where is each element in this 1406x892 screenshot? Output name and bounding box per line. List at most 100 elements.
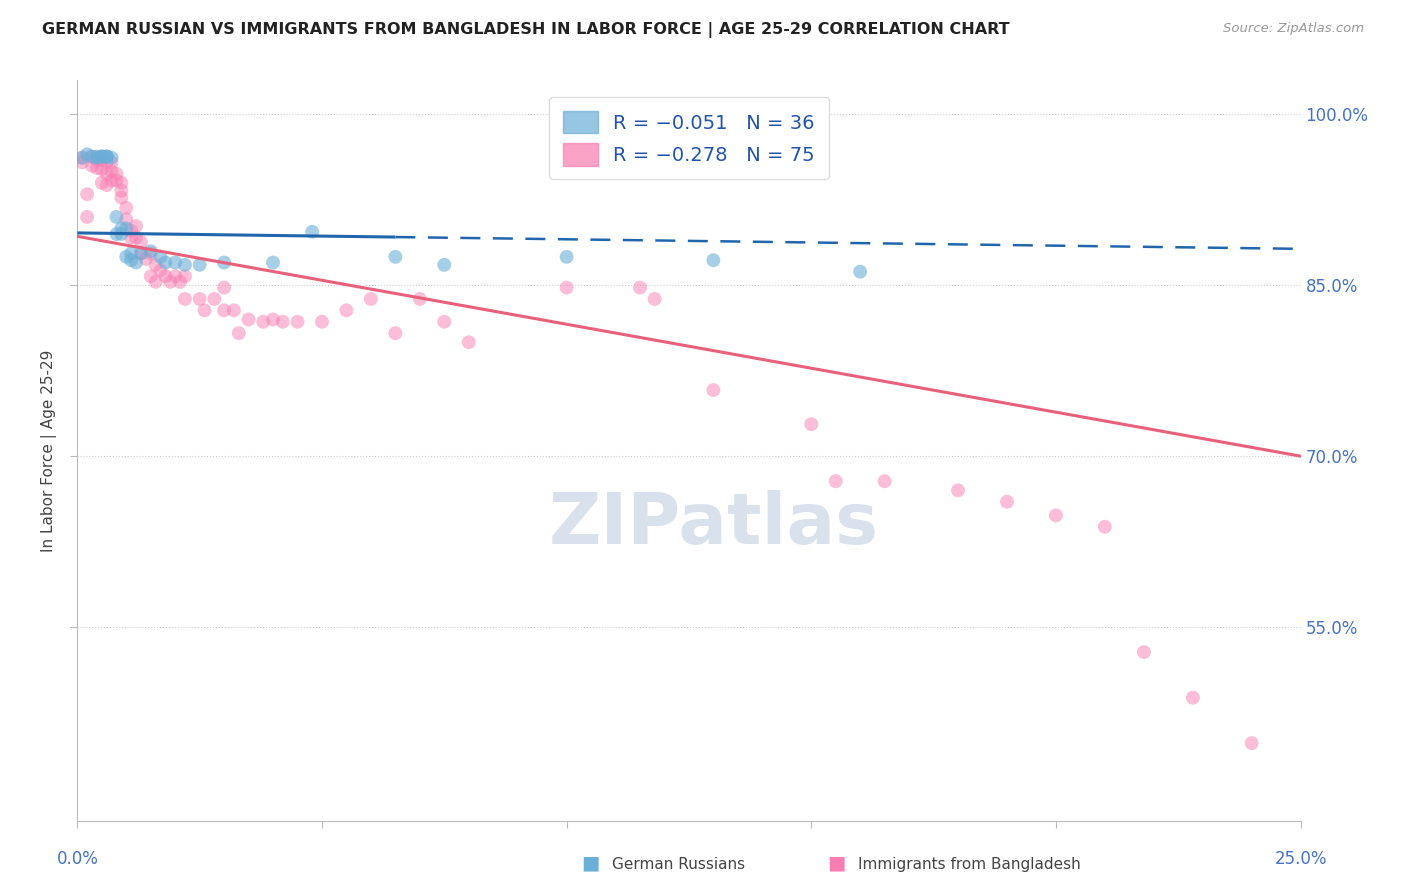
Point [105,210,128,224]
Point [287,315,309,329]
Point [169,275,191,289]
Point [222,303,245,318]
Point [76,187,98,202]
Point [301,225,323,239]
Point [165,255,187,269]
Point [100,155,122,169]
Point [849,265,872,279]
Point [129,246,152,260]
Point [110,176,132,190]
Point [628,280,651,294]
Point [76,210,98,224]
Point [433,315,456,329]
Point [90,176,112,190]
Point [105,173,128,187]
Y-axis label: In Labor Force | Age 25-29: In Labor Force | Age 25-29 [41,350,58,551]
Point [555,250,578,264]
Text: GERMAN RUSSIAN VS IMMIGRANTS FROM BANGLADESH IN LABOR FORCE | AGE 25-29 CORRELAT: GERMAN RUSSIAN VS IMMIGRANTS FROM BANGLA… [42,22,1010,38]
Point [120,224,142,238]
Point [1240,736,1263,750]
Point [96,150,118,164]
Point [702,253,724,268]
Text: Source: ZipAtlas.com: Source: ZipAtlas.com [1223,22,1364,36]
Legend: R = −0.051   N = 36, R = −0.278   N = 75: R = −0.051 N = 36, R = −0.278 N = 75 [550,97,828,179]
Point [125,230,148,244]
Point [135,252,157,266]
Point [1045,508,1067,523]
Point [90,162,112,177]
Point [100,151,122,165]
Point [800,417,823,432]
Point [384,250,406,264]
Point [70,151,93,165]
Point [202,292,225,306]
Point [129,235,152,249]
Point [212,280,235,294]
Point [70,155,93,169]
Point [100,164,122,178]
Point [115,250,138,264]
Point [384,326,406,340]
Point [120,246,142,260]
Point [100,173,122,187]
Point [433,258,456,272]
Point [262,255,284,269]
Point [96,167,118,181]
Point [946,483,969,498]
Text: ZIPatlas: ZIPatlas [548,490,879,559]
Text: Immigrants from Bangladesh: Immigrants from Bangladesh [858,857,1080,872]
Point [96,150,118,164]
Point [644,292,666,306]
Point [86,161,108,175]
Point [110,191,132,205]
Point [1133,645,1156,659]
Text: German Russians: German Russians [612,857,745,872]
Point [335,303,357,318]
Point [76,147,98,161]
Point [995,494,1018,508]
Point [105,227,128,241]
Point [110,227,132,241]
Point [311,315,333,329]
Point [110,221,132,235]
Point [70,151,93,165]
Point [271,315,294,329]
Point [80,159,103,173]
Point [80,150,103,164]
Text: ■: ■ [581,854,600,872]
Point [145,275,167,289]
Text: 25.0%: 25.0% [1274,850,1327,868]
Point [110,184,132,198]
Point [129,246,152,260]
Point [252,315,274,329]
Point [90,153,112,167]
Point [139,269,162,284]
Point [174,292,197,306]
Point [702,383,724,397]
Point [125,219,148,233]
Point [555,280,578,294]
Point [90,150,112,164]
Text: 0.0%: 0.0% [56,850,98,868]
Point [159,275,181,289]
Point [174,258,197,272]
Point [115,212,138,227]
Point [90,150,112,164]
Point [188,258,211,272]
Point [174,269,197,284]
Point [212,303,235,318]
Point [105,167,128,181]
Point [96,150,118,164]
Point [80,150,103,164]
Point [125,255,148,269]
Point [212,255,235,269]
Point [115,201,138,215]
Point [155,255,177,269]
Point [360,292,382,306]
Point [193,303,215,318]
Point [262,312,284,326]
Point [1094,520,1116,534]
Point [86,153,108,167]
Point [96,155,118,169]
Point [139,244,162,259]
